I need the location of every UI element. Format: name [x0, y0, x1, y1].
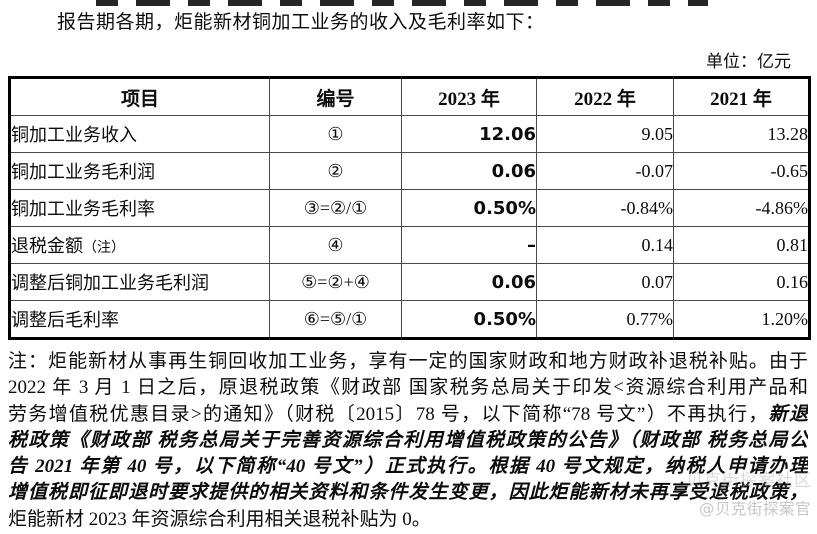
cell-2022: 0.14 [536, 226, 674, 264]
cell-item: 调整后铜加工业务毛利润 [9, 263, 270, 301]
unit-label: 单位：亿元 [706, 52, 791, 71]
cell-2023: 0.06 [401, 263, 537, 301]
financial-table: 项目 编号 2023 年 2022 年 2021 年 铜加工业务收入 ① 12.… [8, 76, 811, 340]
cell-2021: -0.65 [673, 152, 810, 190]
note-text-bold: 新退 [768, 403, 808, 425]
note-line: 劳务增值税优惠目录>的通知》（财税〔2015〕78 号，以下简称“78 号文”）… [8, 402, 808, 428]
cell-2023: 0.50% [401, 189, 537, 227]
item-label: 铜加工业务收入 [11, 125, 137, 145]
note-line: 增值税即征即退时要求提供的相关资料和条件发生变更，因此炬能新材未再享受退税政策， [8, 480, 808, 506]
cell-2021: 0.81 [673, 226, 810, 264]
header-2023: 2023 年 [401, 77, 537, 116]
cell-item: 铜加工业务收入 [9, 115, 270, 153]
cell-code: ⑤=②+④ [269, 263, 402, 301]
table-row: 调整后铜加工业务毛利润 ⑤=②+④ 0.06 0.07 0.16 [9, 263, 810, 301]
note-line: 注：炬能新材从事再生铜回收加工业务，享有一定的国家财政和地方财政补退税补贴。由于 [8, 349, 808, 375]
header-code: 编号 [269, 77, 402, 116]
header-2021: 2021 年 [673, 77, 810, 116]
note-text-regular: 2022 年 3 月 1 日之后，原退税政策《财政部 国家税务总局关于印发<资源… [8, 377, 808, 399]
cell-item: 铜加工业务毛利率 [9, 189, 270, 227]
header-2022: 2022 年 [536, 77, 674, 116]
cropped-text-fragments [96, 0, 708, 6]
note-text-bold: 税政策《财政部 税务总局关于完善资源综合利用增值税政策的公告》（财政部 税务总局… [8, 429, 808, 451]
item-label: 调整后铜加工业务毛利润 [11, 273, 209, 293]
watermark-credit: @贝克街探案官 [699, 500, 812, 518]
cell-code: ② [269, 152, 402, 190]
cell-2022: 0.77% [536, 300, 674, 339]
cell-code: ③=②/① [269, 189, 402, 227]
header-item: 项目 [9, 77, 270, 116]
table-header-row: 项目 编号 2023 年 2022 年 2021 年 [9, 77, 810, 116]
cell-2022: -0.07 [536, 152, 674, 190]
note-line: 炬能新材 2023 年资源综合利用相关退税补贴为 0。 [8, 507, 808, 533]
table-row: 退税金额（注） ④ – 0.14 0.81 [9, 226, 810, 264]
note-text-regular: 劳务增值税优惠目录>的通知》（财税〔2015〕78 号，以下简称“78 号文”）… [8, 403, 769, 425]
cell-2021: 1.20% [673, 300, 810, 339]
item-label: 铜加工业务毛利率 [11, 199, 155, 219]
cell-2022: -0.84% [536, 189, 674, 227]
note-line: 税政策《财政部 税务总局关于完善资源综合利用增值税政策的公告》（财政部 税务总局… [8, 428, 808, 454]
table-row: 调整后毛利率 ⑥=⑤/① 0.50% 0.77% 1.20% [9, 300, 810, 339]
note-line: 2022 年 3 月 1 日之后，原退税政策《财政部 国家税务总局关于印发<资源… [8, 375, 808, 401]
cell-2023: 0.06 [401, 152, 537, 190]
cell-2021: 13.28 [673, 115, 810, 153]
note-text-bold: 告 2021 年第 40 号，以下简称“40 号文”）正式执行。根据 40 号文… [8, 456, 808, 478]
table-row: 铜加工业务收入 ① 12.06 9.05 13.28 [9, 115, 810, 153]
cell-item: 退税金额（注） [9, 226, 270, 264]
note-text-regular: 炬能新材 2023 年资源综合利用相关退税补贴为 0。 [8, 508, 431, 530]
cell-code: ④ [269, 226, 402, 264]
cell-code: ⑥=⑤/① [269, 300, 402, 339]
cell-item: 铜加工业务毛利润 [9, 152, 270, 190]
cell-2023: 0.50% [401, 300, 537, 339]
cell-2022: 0.07 [536, 263, 674, 301]
item-label: 退税金额 [11, 236, 83, 256]
note-line: 告 2021 年第 40 号，以下简称“40 号文”）正式执行。根据 40 号文… [8, 454, 808, 480]
item-note-label: （注） [83, 241, 125, 256]
intro-text: 报告期各期，炬能新材铜加工业务的收入及毛利率如下： [57, 12, 545, 33]
cell-item: 调整后毛利率 [9, 300, 270, 339]
table-row: 铜加工业务毛利润 ② 0.06 -0.07 -0.65 [9, 152, 810, 190]
cell-2021: -4.86% [673, 189, 810, 227]
cell-code: ① [269, 115, 402, 153]
cell-2023: 12.06 [401, 115, 537, 153]
cell-2021: 0.16 [673, 263, 810, 301]
note-text-regular: 注：炬能新材从事再生铜回收加工业务，享有一定的国家财政和地方财政补退税补贴。由于 [8, 351, 808, 372]
cell-2023: – [401, 226, 537, 264]
cell-2022: 9.05 [536, 115, 674, 153]
table-row: 铜加工业务毛利率 ③=②/① 0.50% -0.84% -4.86% [9, 189, 810, 227]
item-label: 铜加工业务毛利润 [11, 162, 155, 182]
footnote-paragraph: 注：炬能新材从事再生铜回收加工业务，享有一定的国家财政和地方财政补退税补贴。由于… [8, 349, 808, 533]
note-text-bold: 增值税即征即退时要求提供的相关资料和条件发生变更，因此炬能新材未再享受退税政策， [8, 482, 808, 504]
item-label: 调整后毛利率 [11, 310, 119, 330]
